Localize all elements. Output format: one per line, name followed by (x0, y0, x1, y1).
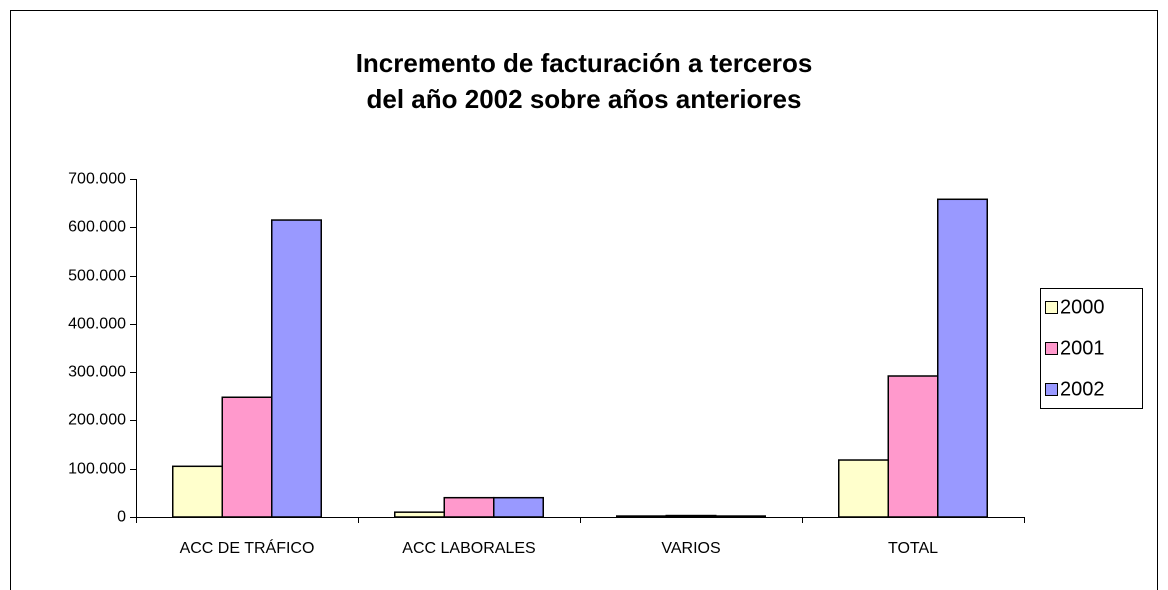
bar (838, 459, 889, 518)
bar (172, 465, 223, 518)
y-tick-label: 600.000 (68, 219, 126, 236)
bar (665, 514, 717, 518)
bar (493, 496, 544, 518)
legend-label: 2001 (1060, 337, 1105, 359)
legend-label: 2002 (1060, 378, 1105, 400)
y-tick-label: 500.000 (68, 268, 126, 285)
bar (221, 396, 273, 518)
bar (937, 198, 988, 518)
bar (394, 511, 445, 518)
y-tick-label: 0 (117, 509, 126, 526)
y-tick-label: 400.000 (68, 316, 126, 333)
legend-swatch (1045, 383, 1058, 396)
chart-title: Incremento de facturación a terceros (356, 48, 813, 78)
legend-label: 2000 (1060, 296, 1105, 318)
y-tick-label: 700.000 (68, 171, 126, 188)
x-tick-label: ACC LABORALES (402, 540, 535, 557)
y-tick-label: 200.000 (68, 412, 126, 429)
y-tick-label: 100.000 (68, 461, 126, 478)
bar (887, 375, 939, 518)
x-tick-label: VARIOS (661, 540, 720, 557)
y-tick-label: 300.000 (68, 364, 126, 381)
bar (271, 219, 322, 518)
legend-swatch (1045, 301, 1058, 314)
x-tick-label: ACC DE TRÁFICO (180, 538, 315, 557)
bar (616, 515, 667, 518)
bar (715, 515, 766, 518)
chart-title: del año 2002 sobre años anteriores (367, 84, 802, 114)
x-tick-label: TOTAL (888, 540, 938, 557)
legend-swatch (1045, 342, 1058, 355)
bar (443, 496, 495, 518)
